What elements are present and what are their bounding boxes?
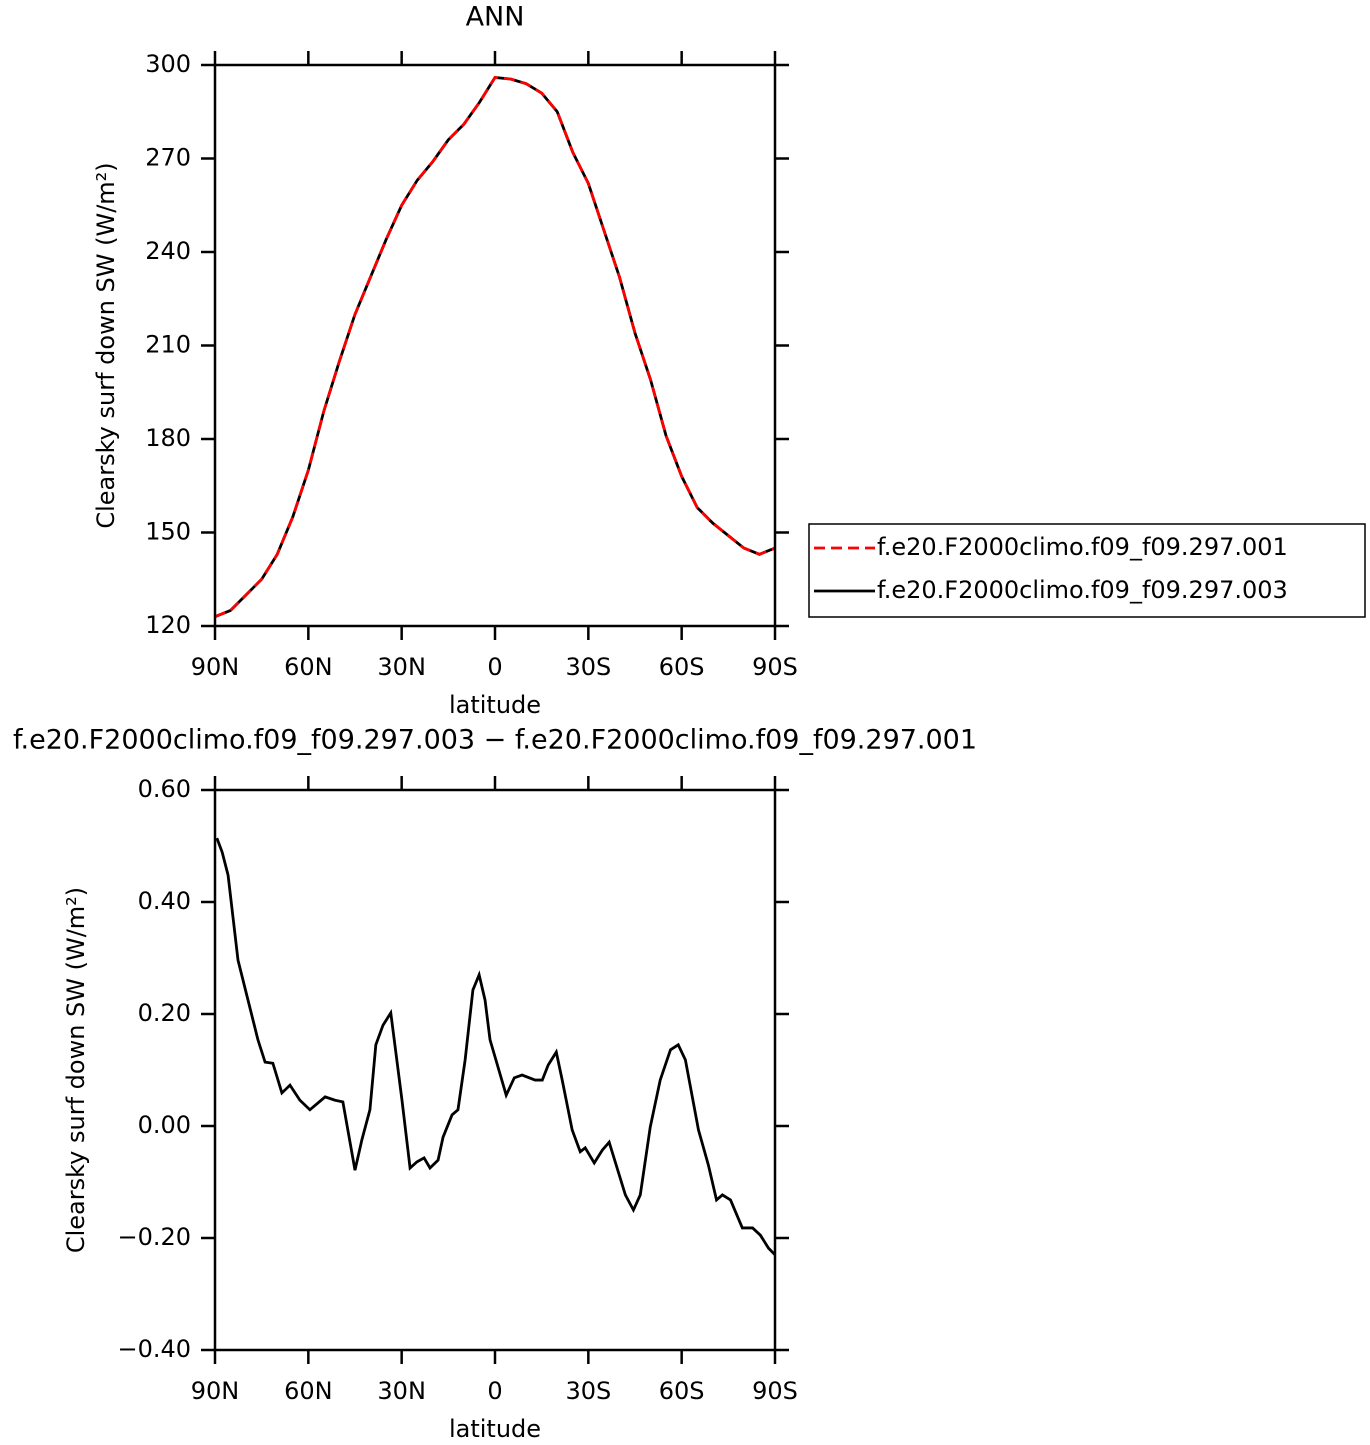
y-tick-label: 150 [145,518,191,546]
plot-frame [213,788,777,1352]
x-tick-label: 60N [284,1377,333,1405]
x-tick-label: 0 [487,653,502,681]
x-tick-label: 30N [377,653,426,681]
y-tick-label: 210 [145,331,191,359]
y-tick-label: −0.40 [117,1335,191,1363]
line-series [215,837,777,1256]
y-tick-label: 240 [145,237,191,265]
x-tick-label: 60S [659,653,705,681]
y-tick-label: 0.20 [138,999,191,1027]
x-tick-label: 90N [191,1377,240,1405]
x-tick-label: 90S [752,1377,798,1405]
line-series [214,75,776,618]
y-tick-label: 0.00 [138,1111,191,1139]
y-axis-label: Clearsky surf down SW (W/m²) [62,887,90,1253]
x-tick-label: 0 [487,1377,502,1405]
y-tick-label: 300 [145,50,191,78]
y-tick-label: 120 [145,611,191,639]
y-tick-label: 270 [145,144,191,172]
x-tick-label: 90N [191,653,240,681]
x-axis-label: latitude [449,691,541,719]
chart-title: f.e20.F2000climo.f09_f09.297.003 − f.e20… [13,725,977,756]
y-tick-label: 0.40 [138,887,191,915]
y-tick-label: 180 [145,424,191,452]
x-tick-label: 30S [565,653,611,681]
x-tick-label: 60S [659,1377,705,1405]
x-tick-label: 30S [565,1377,611,1405]
x-tick-label: 60N [284,653,333,681]
legend-label: f.e20.F2000climo.f09_f09.297.001 [877,533,1288,561]
x-axis-label: latitude [449,1415,541,1443]
x-tick-label: 30N [377,1377,426,1405]
line-series [214,75,776,618]
plot-frame [213,63,777,628]
chart-title: ANN [466,2,525,33]
y-tick-label: −0.20 [117,1223,191,1251]
legend-label: f.e20.F2000climo.f09_f09.297.003 [877,576,1288,604]
y-axis-label: Clearsky surf down SW (W/m²) [92,162,120,528]
y-tick-label: 0.60 [138,775,191,803]
x-tick-label: 90S [752,653,798,681]
legend-box [808,523,1366,618]
